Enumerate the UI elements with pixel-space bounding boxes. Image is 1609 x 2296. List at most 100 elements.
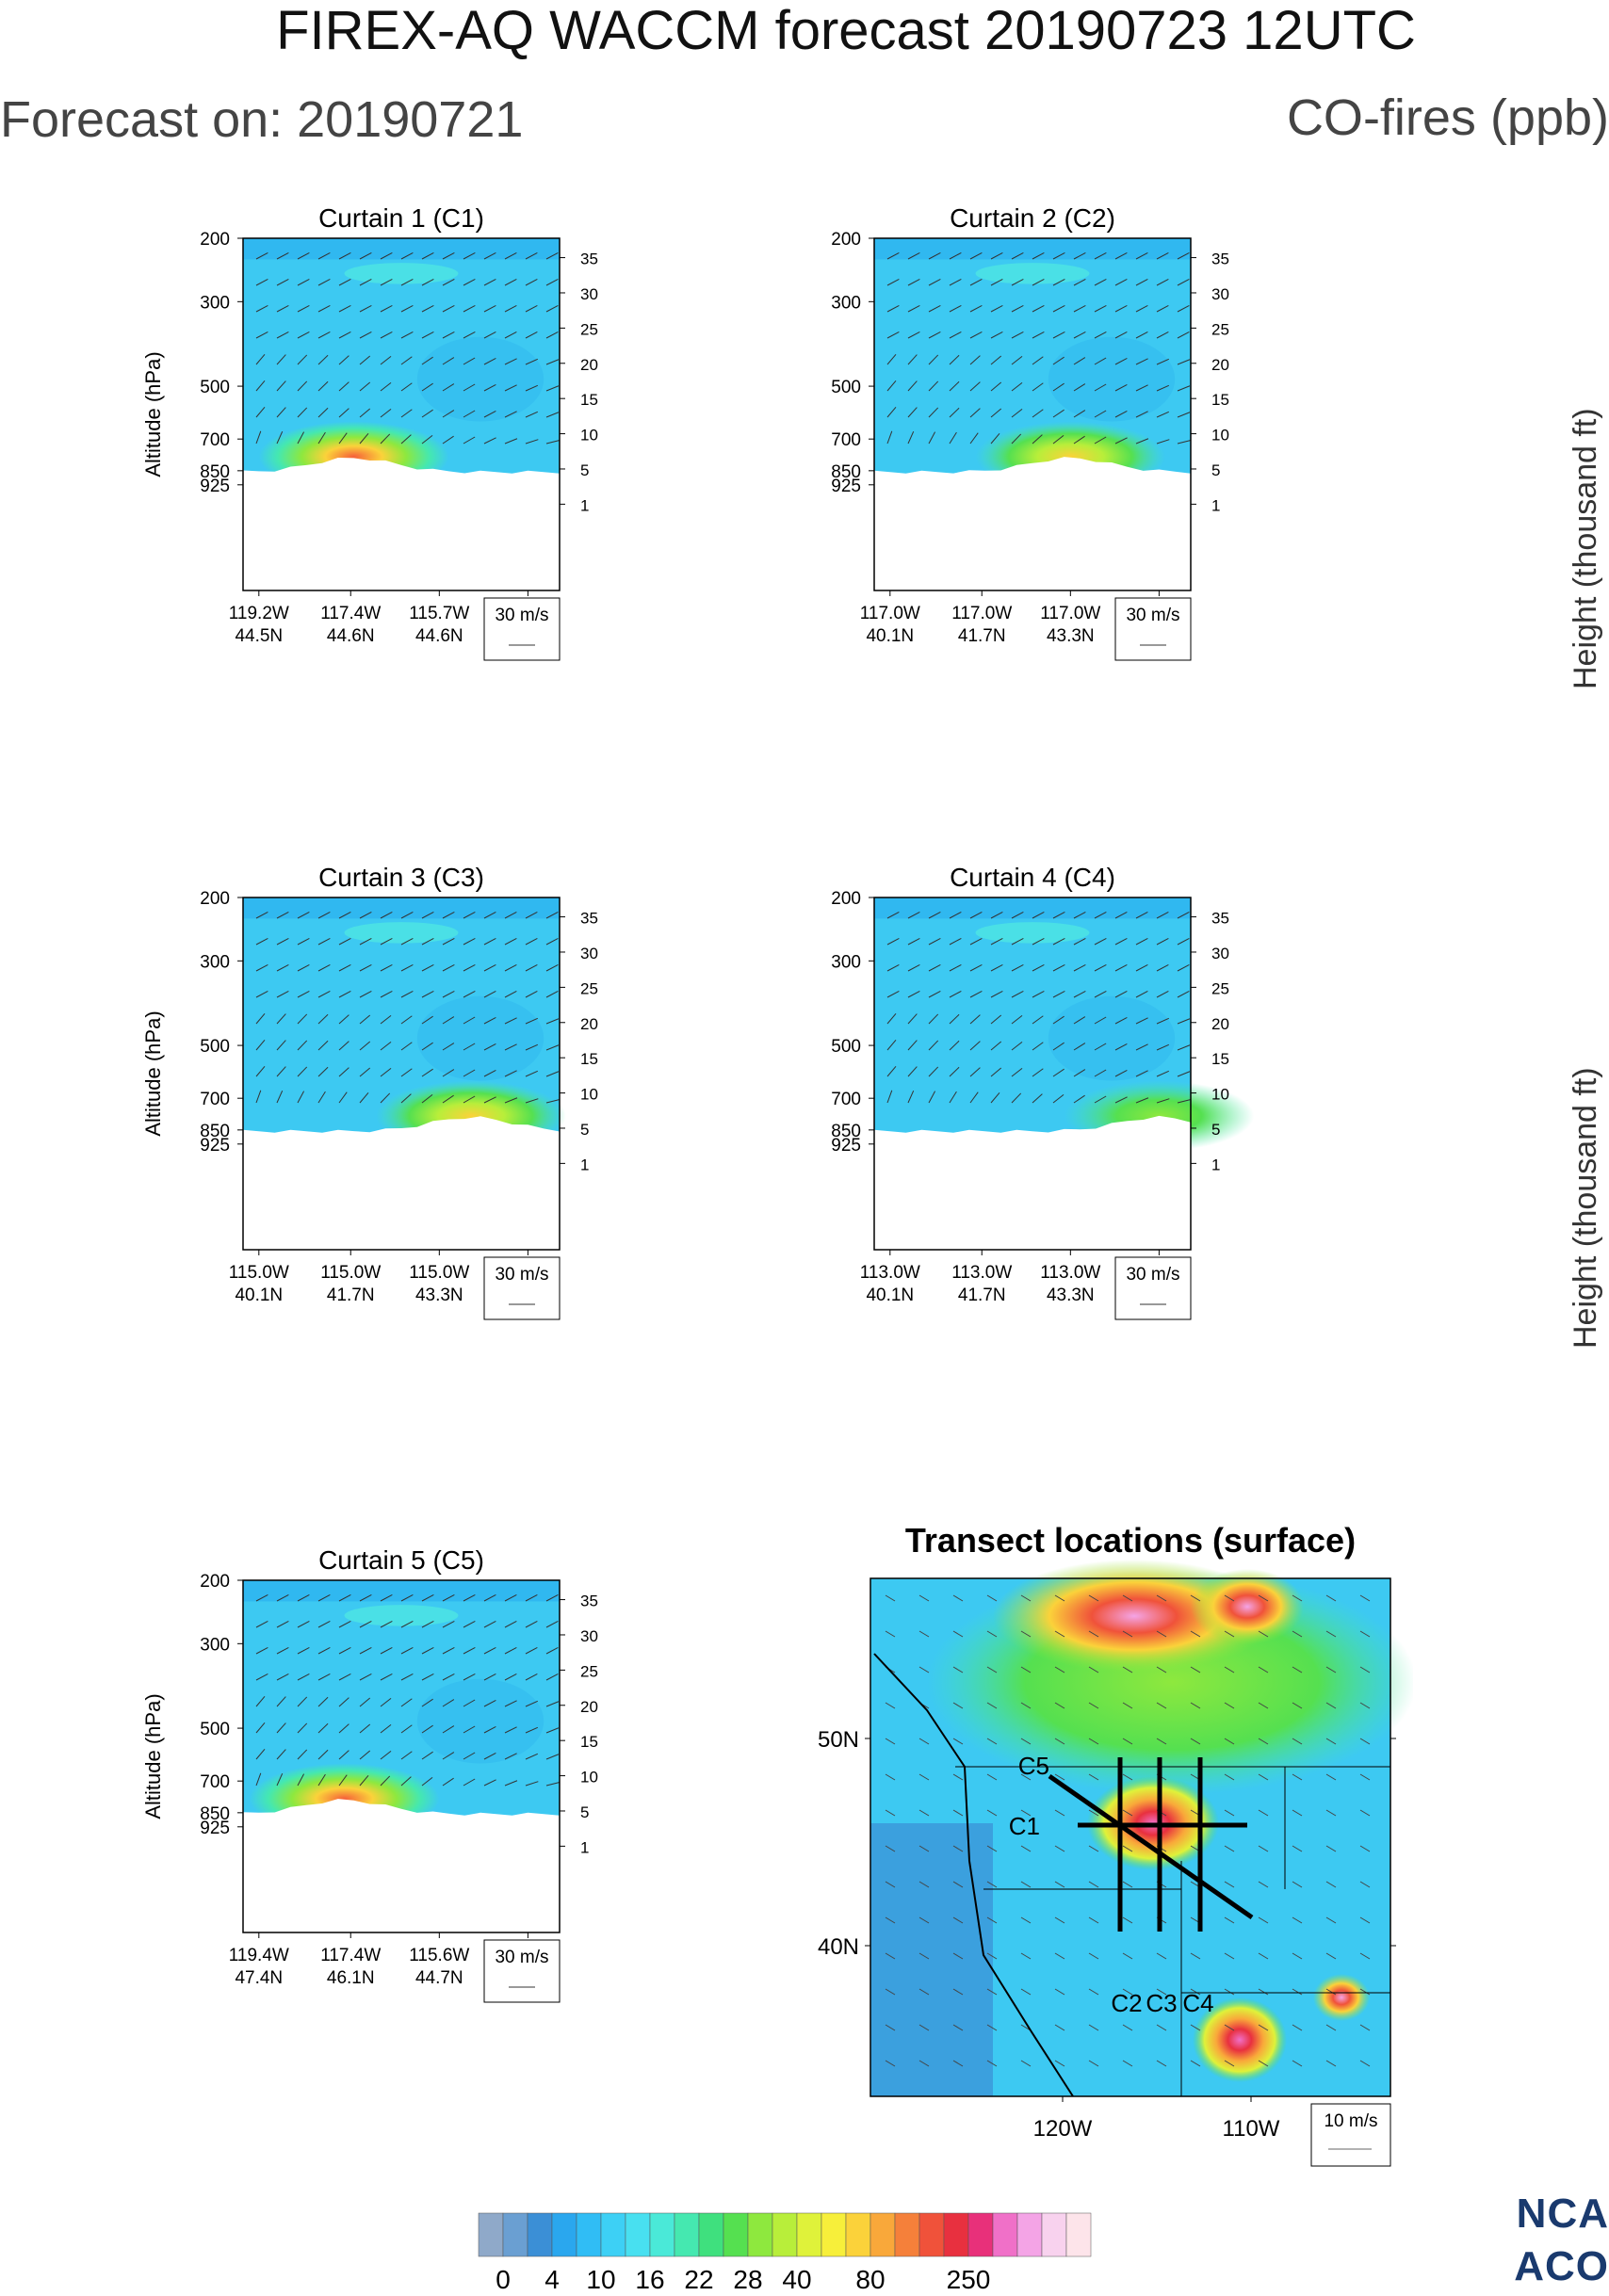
wind-barb xyxy=(463,1016,476,1025)
wind-barb xyxy=(380,1750,392,1760)
wind-barb xyxy=(1177,278,1190,286)
x-tick-lat: 40.1N xyxy=(866,626,914,646)
wind-arrow xyxy=(1020,2060,1032,2067)
wind-barb xyxy=(255,990,268,998)
y-tick-label: 200 xyxy=(200,889,230,909)
wind-barb xyxy=(442,1593,455,1602)
wind-barb xyxy=(359,1673,372,1681)
wind-barb xyxy=(483,1646,496,1655)
wind-barb xyxy=(338,1067,349,1077)
wind-barb xyxy=(525,937,538,946)
wind-arrow xyxy=(1156,2060,1167,2067)
curtain-panel-c5: Curtain 5 (C5) Altitude (hPa) 200 300 500 700… xyxy=(141,1545,598,2003)
wind-barb xyxy=(1114,357,1128,365)
wind-barb xyxy=(317,1696,329,1707)
wind-arrow xyxy=(1325,2024,1337,2031)
wind-arrow xyxy=(1224,1594,1235,1602)
wind-barb xyxy=(990,1041,1002,1051)
colorbar-label: 28 xyxy=(733,2265,762,2294)
wind-barb xyxy=(1156,411,1169,418)
wind-barb xyxy=(483,251,496,260)
wind-barb xyxy=(1052,1093,1065,1104)
wind-barb xyxy=(359,990,372,998)
logo-acom: ACO xyxy=(1514,2243,1609,2289)
wind-barb xyxy=(1114,251,1128,260)
wind-barb xyxy=(1032,434,1043,445)
wind-barb xyxy=(255,353,266,365)
wind-arrow xyxy=(1156,1952,1167,1960)
wind-barb xyxy=(907,354,918,365)
wind-barb xyxy=(359,355,371,365)
wind-arrow xyxy=(1054,1666,1065,1673)
wind-barb xyxy=(1177,359,1191,365)
wind-barb xyxy=(442,1620,455,1628)
wind-barb xyxy=(463,1752,476,1760)
wind-barb xyxy=(338,1723,349,1734)
wind-barb xyxy=(1114,990,1128,998)
wind-barb xyxy=(1094,331,1107,339)
wind-arrow xyxy=(1325,1809,1337,1817)
wind-barb xyxy=(463,410,476,418)
wind-barb xyxy=(1094,304,1107,313)
wind-barb xyxy=(400,382,413,392)
wind-barb xyxy=(421,1646,434,1655)
wind-barb xyxy=(969,331,983,339)
x-tick-lat: 41.7N xyxy=(958,626,1006,646)
wind-barb xyxy=(545,1646,559,1655)
wind-barb xyxy=(1135,438,1149,445)
wind-barb xyxy=(969,963,983,972)
wind-barb xyxy=(380,433,391,445)
wind-barb xyxy=(400,304,414,313)
wind-barb xyxy=(990,331,1003,339)
y2-tick-label: 15 xyxy=(580,391,598,409)
wind-arrow xyxy=(1359,2060,1371,2067)
wind-barb xyxy=(1135,358,1148,365)
wind-barb xyxy=(317,1593,331,1602)
wind-barb xyxy=(1073,435,1085,445)
wind-barb xyxy=(297,304,310,313)
wind-barb xyxy=(545,1727,560,1734)
wind-arrow xyxy=(1359,1630,1371,1638)
wind-barb xyxy=(442,331,455,339)
wind-barb xyxy=(990,304,1003,313)
wind-barb xyxy=(380,355,392,365)
curtain-title: Curtain 2 (C2) xyxy=(950,203,1115,233)
wind-barb xyxy=(907,251,920,260)
wind-barb xyxy=(1094,963,1107,972)
wind-arrow xyxy=(1224,1666,1235,1673)
wind-barb xyxy=(338,408,349,418)
wind-barb xyxy=(949,937,962,946)
wind-barb xyxy=(276,1620,289,1628)
wind-barb xyxy=(907,304,920,313)
forecast-date-label: Forecast on: 20190721 xyxy=(0,91,524,148)
wind-barb xyxy=(400,990,414,998)
wind-barb xyxy=(1156,990,1169,998)
wind-barb xyxy=(990,1091,1000,1104)
wind-barb xyxy=(359,331,372,339)
curtain-frame xyxy=(242,237,561,591)
wind-barb xyxy=(359,1646,372,1655)
wind-arrow xyxy=(1292,1630,1303,1638)
curtain-title: Curtain 3 (C3) xyxy=(318,863,484,892)
colorbar-label: 4 xyxy=(544,2265,560,2294)
wind-arrow xyxy=(1325,1738,1337,1745)
colorbar-label: 16 xyxy=(635,2265,664,2294)
wind-barb xyxy=(276,1773,284,1787)
wind-barb xyxy=(421,1673,434,1681)
x-tick-lat: 44.5N xyxy=(235,626,283,646)
wind-barb xyxy=(1114,937,1128,946)
wind-barb xyxy=(949,911,962,919)
x-tick-lon: 117.4W xyxy=(320,1946,381,1965)
x-tick-lat: 43.3N xyxy=(1047,1285,1095,1305)
wind-barb xyxy=(380,990,393,998)
wind-barb xyxy=(338,937,351,946)
wind-barb xyxy=(1114,963,1128,972)
wind-arrow xyxy=(952,1881,964,1888)
wind-barb xyxy=(1073,1043,1086,1051)
wind-barb xyxy=(463,251,476,260)
wind-barb xyxy=(359,1723,371,1734)
wind-barb xyxy=(525,358,538,365)
wind-barb xyxy=(1156,1098,1170,1104)
wind-barb xyxy=(949,331,962,339)
wind-barb xyxy=(1114,304,1128,313)
